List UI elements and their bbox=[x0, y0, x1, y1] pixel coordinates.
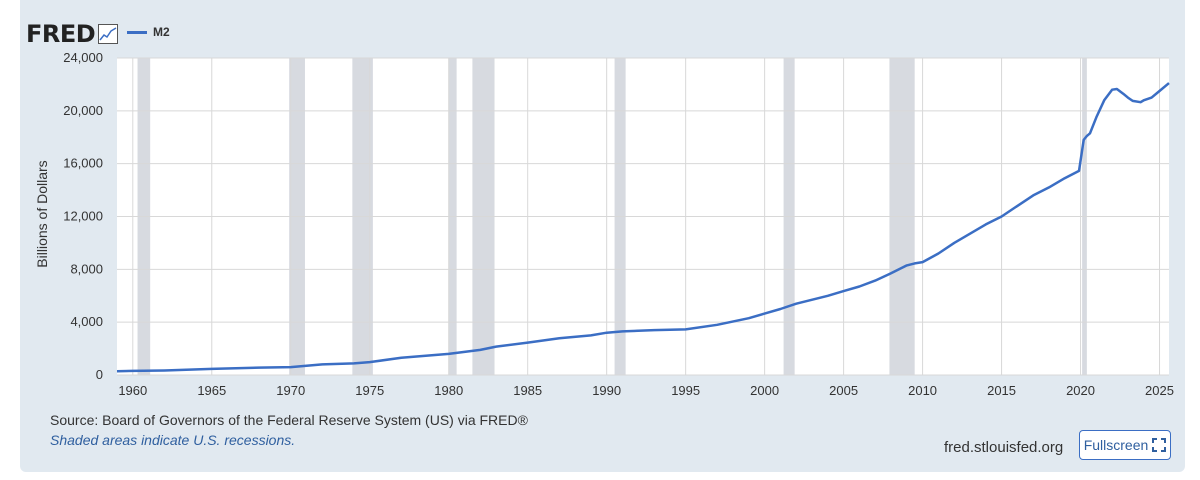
fred-logo[interactable]: FRED bbox=[26, 20, 119, 48]
fullscreen-button[interactable]: Fullscreen bbox=[1079, 430, 1171, 460]
y-tick-label: 4,000 bbox=[70, 314, 103, 329]
x-tick-label: 2025 bbox=[1145, 383, 1174, 398]
x-tick-label: 2010 bbox=[908, 383, 937, 398]
x-tick-label: 2015 bbox=[987, 383, 1016, 398]
x-tick-label: 1995 bbox=[671, 383, 700, 398]
fred-logo-text: FRED bbox=[26, 20, 96, 48]
y-tick-label: 20,000 bbox=[63, 103, 103, 118]
expand-corners-icon bbox=[1152, 438, 1167, 452]
x-tick-label: 1970 bbox=[276, 383, 305, 398]
y-tick-label: 0 bbox=[96, 367, 103, 382]
x-tick-label: 1975 bbox=[355, 383, 384, 398]
legend-label-m2: M2 bbox=[153, 25, 170, 39]
fullscreen-label: Fullscreen bbox=[1083, 437, 1149, 453]
y-tick-label: 16,000 bbox=[63, 156, 103, 171]
x-tick-label: 2000 bbox=[750, 383, 779, 398]
y-tick-label: 24,000 bbox=[63, 50, 103, 65]
site-url[interactable]: fred.stlouisfed.org bbox=[944, 439, 1064, 456]
y-tick-label: 12,000 bbox=[63, 209, 103, 224]
x-tick-label: 1985 bbox=[513, 383, 542, 398]
x-tick-label: 1990 bbox=[592, 383, 621, 398]
x-tick-label: 2020 bbox=[1066, 383, 1095, 398]
chart-legend[interactable]: M2 bbox=[127, 25, 170, 39]
series-line-m2 bbox=[116, 82, 1170, 373]
source-text: Source: Board of Governors of the Federa… bbox=[50, 412, 528, 428]
x-tick-label: 1980 bbox=[434, 383, 463, 398]
legend-swatch bbox=[127, 30, 147, 34]
x-tick-label: 1960 bbox=[118, 383, 147, 398]
line-chart[interactable]: 0 4,000 8,000 12,000 16,000 20,000 24,000 1960… bbox=[0, 0, 1200, 410]
line-chart-icon bbox=[98, 24, 119, 44]
y-tick-label: 8,000 bbox=[70, 261, 103, 276]
x-tick-label: 1965 bbox=[197, 383, 226, 398]
x-tick-label: 2005 bbox=[829, 383, 858, 398]
recession-note: Shaded areas indicate U.S. recessions. bbox=[50, 432, 296, 448]
